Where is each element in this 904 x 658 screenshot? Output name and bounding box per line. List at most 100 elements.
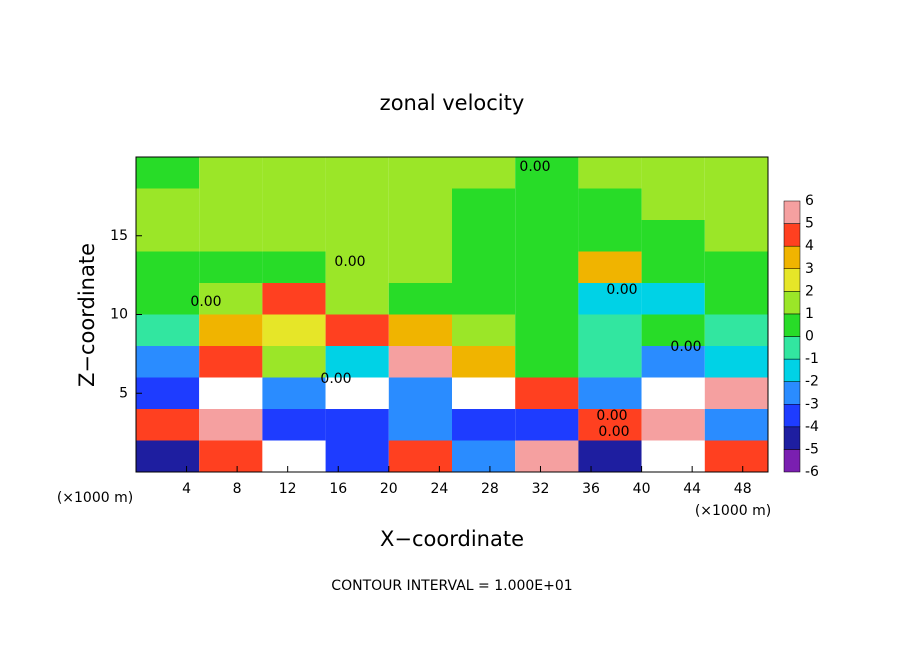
colorbar-label: -4	[805, 419, 819, 435]
cell	[199, 314, 263, 346]
cell	[515, 440, 579, 472]
x-tick-label: 12	[279, 481, 297, 497]
cell	[578, 283, 642, 315]
colorbar-box	[783, 313, 801, 337]
x-tick-label: 32	[532, 481, 550, 497]
cell	[199, 346, 263, 378]
colorbar-label: -2	[805, 374, 819, 390]
contour-label: 0.00	[190, 294, 221, 310]
colorbar-label: -3	[805, 396, 819, 412]
cell	[325, 409, 389, 441]
cell	[452, 157, 516, 189]
cell	[452, 188, 516, 220]
cell	[641, 346, 705, 378]
cell	[199, 409, 263, 441]
cell	[578, 346, 642, 378]
colorbar-label: 4	[805, 238, 814, 254]
cell	[704, 220, 768, 252]
cell	[325, 346, 389, 378]
cell	[388, 346, 452, 378]
cell	[199, 220, 263, 252]
y-tick-label: 10	[110, 307, 128, 323]
cell	[388, 314, 452, 346]
cell	[641, 440, 705, 472]
cell	[262, 157, 326, 189]
y-unit: (×1000 m)	[57, 490, 133, 506]
cell	[136, 251, 200, 283]
cell	[578, 220, 642, 252]
cell	[325, 440, 389, 472]
cell	[452, 251, 516, 283]
x-tick-label: 8	[233, 481, 242, 497]
cell	[515, 346, 579, 378]
cell	[136, 377, 200, 409]
cell	[325, 283, 389, 315]
colorbar-label: -1	[805, 351, 819, 367]
x-unit: (×1000 m)	[695, 503, 771, 519]
cell	[262, 440, 326, 472]
contour-label: 0.00	[334, 254, 365, 270]
colorbar-label: 3	[805, 261, 814, 277]
cell	[578, 314, 642, 346]
cell	[452, 409, 516, 441]
cell	[199, 188, 263, 220]
cell	[578, 440, 642, 472]
cell	[704, 314, 768, 346]
cell	[388, 377, 452, 409]
cell	[641, 409, 705, 441]
colorbar-box	[783, 336, 801, 360]
cell	[262, 346, 326, 378]
colorbar-box	[783, 404, 801, 428]
x-tick-label: 36	[582, 481, 600, 497]
cell	[388, 440, 452, 472]
cell	[136, 409, 200, 441]
cell	[704, 188, 768, 220]
cell	[641, 283, 705, 315]
colorbar-box	[783, 268, 801, 292]
cell	[704, 157, 768, 189]
x-tick-label: 4	[182, 481, 191, 497]
cell	[704, 283, 768, 315]
cell	[515, 283, 579, 315]
cell	[578, 188, 642, 220]
cell	[704, 377, 768, 409]
colorbar-label: 6	[805, 193, 814, 209]
cell	[704, 251, 768, 283]
colorbar-box	[783, 381, 801, 405]
cell	[388, 409, 452, 441]
x-tick-label: 28	[481, 481, 499, 497]
cell	[262, 409, 326, 441]
cell	[262, 220, 326, 252]
cell	[515, 377, 579, 409]
cell	[199, 440, 263, 472]
cell	[136, 283, 200, 315]
x-tick-label: 40	[633, 481, 651, 497]
y-axis-label: Z−coordinate	[75, 243, 99, 387]
cell	[325, 157, 389, 189]
cell	[515, 409, 579, 441]
cell	[136, 157, 200, 189]
colorbar-box	[783, 449, 801, 473]
cell	[136, 314, 200, 346]
colorbar-label: 5	[805, 216, 814, 232]
cell	[136, 346, 200, 378]
x-tick-label: 48	[734, 481, 752, 497]
cell	[262, 251, 326, 283]
cell	[452, 377, 516, 409]
cell	[452, 283, 516, 315]
x-tick-label: 16	[329, 481, 347, 497]
cell	[578, 251, 642, 283]
colorbar-label: 0	[805, 329, 814, 345]
cell	[136, 440, 200, 472]
cell	[515, 220, 579, 252]
cell	[388, 220, 452, 252]
x-tick-label: 44	[683, 481, 701, 497]
cell	[641, 157, 705, 189]
cell	[641, 377, 705, 409]
contour-label: 0.00	[519, 159, 550, 175]
cell	[578, 409, 642, 441]
colorbar-label: -6	[805, 464, 819, 480]
x-tick-label: 20	[380, 481, 398, 497]
colorbar-box	[783, 245, 801, 270]
cell	[262, 314, 326, 346]
